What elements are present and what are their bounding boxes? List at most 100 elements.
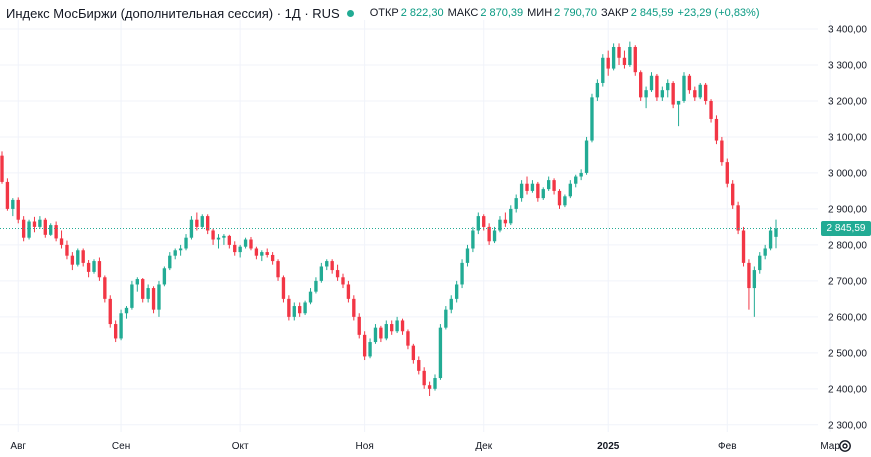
candle-body	[649, 75, 654, 91]
price-axis[interactable]: 2 300,00 2 400,00 2 500,00 2 600,00 2 700,00…	[828, 24, 867, 431]
candle-body	[227, 235, 232, 245]
candle	[5, 178, 10, 211]
candle-body	[59, 238, 64, 245]
candle	[509, 205, 513, 226]
candle-body	[747, 262, 751, 289]
candle-body	[406, 331, 410, 346]
candle	[676, 100, 681, 127]
candle	[38, 216, 42, 229]
candle-body	[741, 230, 746, 263]
candle	[368, 338, 372, 359]
candle-body	[492, 230, 497, 242]
candle-body	[195, 219, 199, 227]
candle-body	[135, 279, 139, 285]
candle-body	[682, 75, 686, 101]
candle-body	[503, 219, 508, 224]
candle	[124, 306, 129, 319]
candles	[0, 41, 778, 397]
settings-gear-icon[interactable]	[837, 438, 853, 454]
candle-body	[525, 183, 529, 191]
candle-body	[146, 288, 150, 299]
candle-body	[622, 57, 627, 65]
candle-body	[476, 216, 480, 231]
candle-body	[270, 254, 275, 262]
candle	[168, 252, 172, 271]
candle-body	[644, 90, 648, 98]
candle-body	[427, 385, 432, 389]
candle-body	[287, 298, 291, 317]
candle-body	[292, 306, 296, 317]
candle-body	[660, 90, 665, 98]
candle-body	[254, 248, 259, 256]
candle	[189, 216, 194, 240]
candle	[584, 136, 589, 175]
candle	[579, 169, 583, 181]
time-tick-label: 2025	[597, 441, 620, 452]
candle	[557, 189, 562, 209]
candle-body	[568, 183, 572, 197]
candle-body	[43, 219, 47, 235]
candle-body	[32, 221, 37, 227]
candle	[449, 295, 453, 314]
candle	[11, 198, 15, 217]
time-tick-label: Дек	[475, 441, 492, 452]
candle-body	[70, 255, 75, 265]
candle	[195, 212, 199, 231]
candle-body	[308, 291, 313, 303]
time-tick-label: Фев	[718, 441, 736, 452]
candle-body	[611, 46, 616, 69]
candle-body	[5, 181, 10, 209]
candle	[622, 50, 627, 69]
candle	[411, 343, 416, 364]
candle-body	[384, 324, 388, 339]
candle	[135, 277, 139, 292]
candle	[130, 280, 134, 310]
candle-body	[27, 221, 31, 238]
time-axis[interactable]: АвгСенОктНояДек2025ФевМарАпр	[10, 441, 871, 452]
candle-body	[546, 180, 551, 190]
candle-body	[92, 261, 96, 272]
candle-body	[103, 277, 107, 299]
price-tick-label: 2 500,00	[828, 348, 867, 359]
candle	[265, 248, 269, 258]
candle-body	[693, 90, 697, 98]
candle-body	[97, 261, 102, 278]
price-tick-label: 3 300,00	[828, 60, 867, 71]
candle-body	[454, 284, 459, 299]
candle-body	[579, 172, 583, 177]
candle-body	[519, 183, 524, 199]
candle-body	[211, 230, 215, 240]
candle	[487, 223, 491, 245]
candle	[330, 259, 334, 274]
candle	[400, 318, 405, 335]
candle-body	[178, 248, 183, 251]
candle	[525, 176, 529, 195]
candle-body	[233, 244, 237, 253]
candle	[260, 250, 264, 262]
candle	[666, 79, 670, 98]
candle-body	[21, 219, 26, 238]
candle	[216, 234, 221, 249]
candle	[97, 257, 102, 281]
candle-body	[509, 208, 513, 224]
close-value: 2 845,59	[630, 7, 674, 19]
instrument-title[interactable]: Индекс МосБиржи (дополнительная сессия) …	[6, 5, 340, 21]
candle-body	[655, 75, 659, 98]
candle-body	[536, 183, 540, 199]
candle	[406, 329, 410, 350]
candle-body	[460, 262, 464, 285]
candle-body	[671, 82, 675, 105]
candle	[503, 212, 508, 227]
candle	[325, 259, 329, 271]
candle	[298, 302, 302, 317]
candle-body	[314, 280, 318, 292]
candle-body	[0, 155, 4, 182]
candle-body	[373, 327, 378, 343]
candle	[763, 244, 767, 260]
candle	[563, 194, 567, 208]
candle-body	[49, 225, 53, 235]
candle	[476, 212, 480, 235]
high-value: 2 870,39	[480, 7, 524, 19]
candle-body	[319, 266, 324, 281]
